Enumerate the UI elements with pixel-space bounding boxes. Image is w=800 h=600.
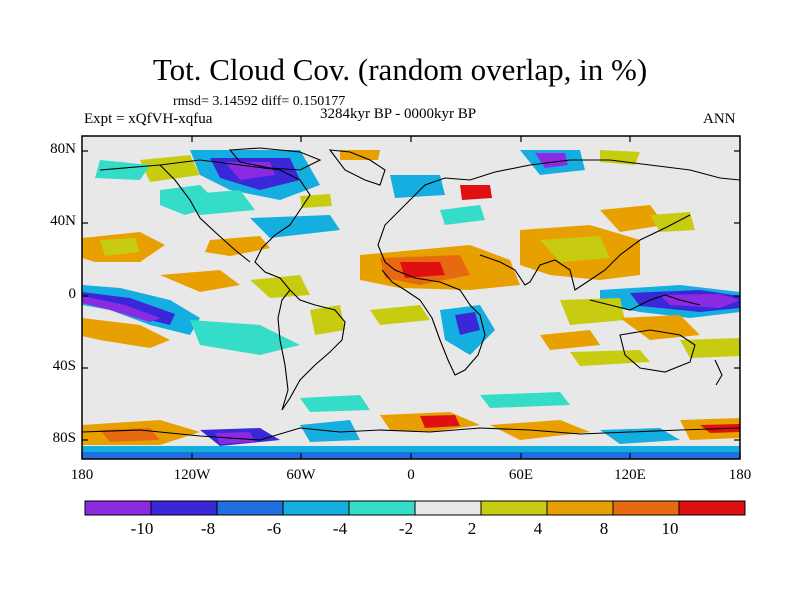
colorbar-box	[282, 500, 350, 516]
colorbar-label: 8	[599, 519, 609, 538]
colorbar-label: -10	[130, 519, 154, 538]
colorbar-box	[84, 500, 152, 516]
colorbar-box	[678, 500, 746, 516]
colorbar-label: -4	[332, 519, 348, 538]
colorbar-label: -2	[398, 519, 414, 538]
map-title: Tot. Cloud Cov. (random overlap, in %)	[152, 52, 648, 87]
experiment-label: Expt = xQfVH-xqfua	[84, 111, 213, 127]
anomaly-shading	[82, 136, 740, 459]
colorbar-box	[414, 500, 482, 516]
season-label: ANN	[703, 111, 736, 127]
lon-label-60e: 60E	[508, 467, 534, 483]
lon-label-0: 0	[407, 467, 415, 483]
colorbar-box	[150, 500, 218, 516]
lat-label-80s: 80S	[52, 430, 76, 446]
colorbar-label: -6	[266, 519, 282, 538]
lon-label-120w: 120W	[173, 467, 211, 483]
lat-label-40s: 40S	[52, 358, 76, 374]
colorbar-box	[480, 500, 548, 516]
colorbar-label: -8	[200, 519, 216, 538]
coastlines	[82, 147, 740, 441]
lon-label-180w: 180	[70, 467, 94, 483]
lat-label-0: 0	[68, 286, 77, 302]
lat-label-80n: 80N	[50, 141, 76, 157]
lon-label-60w: 60W	[286, 467, 316, 483]
lon-label-120e: 120E	[614, 467, 646, 483]
colorbar-label: 2	[467, 519, 477, 538]
colorbar-label: 10	[661, 519, 679, 538]
stats-label: rmsd= 3.14592 diff= 0.150177	[173, 94, 346, 109]
lat-label-40n: 40N	[50, 213, 76, 229]
colorbar-box	[546, 500, 614, 516]
colorbar-box	[612, 500, 680, 516]
colorbar	[84, 500, 746, 516]
colorbar-label: 4	[533, 519, 543, 538]
lon-label-180e: 180	[728, 467, 752, 483]
colorbar-box	[348, 500, 416, 516]
axis-ticks	[81, 136, 741, 459]
colorbar-box	[216, 500, 284, 516]
period-label: 3284kyr BP - 0000kyr BP	[320, 106, 477, 122]
